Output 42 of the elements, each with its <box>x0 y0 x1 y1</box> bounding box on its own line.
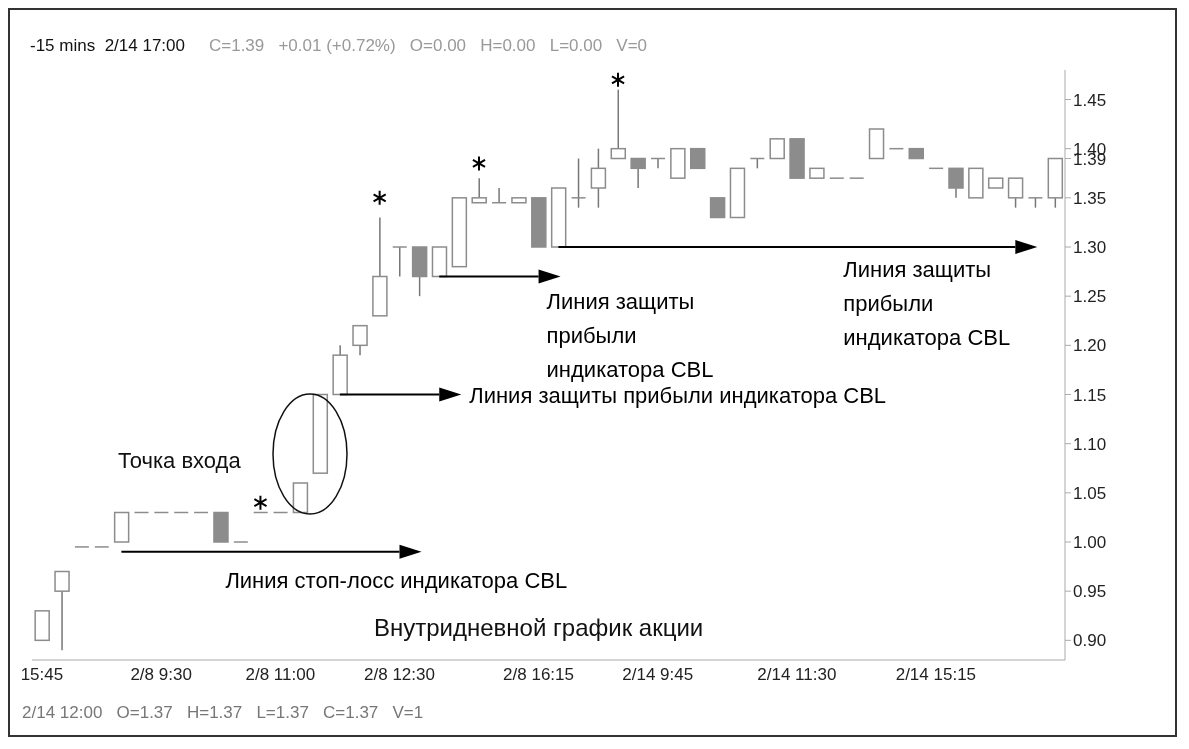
annotation: Внутридневной график акции <box>374 614 704 642</box>
chart-title: -15 mins 2/14 17:00 <box>30 36 185 55</box>
x-tick-label: 2/14 11:30 <box>757 665 837 685</box>
y-tick-label: 1.35 <box>1073 188 1107 208</box>
y-tick-label: 1.30 <box>1073 238 1107 258</box>
candlestick <box>352 324 368 356</box>
y-tick-label: 1.00 <box>1073 533 1107 553</box>
y-tick-label: 0.95 <box>1073 582 1107 602</box>
candlestick <box>689 147 706 170</box>
candlestick <box>570 157 587 209</box>
y-tick-label: 1.20 <box>1073 336 1107 356</box>
candlestick <box>54 570 70 651</box>
x-tick-label: 2/8 16:15 <box>503 665 575 685</box>
series-label: Линия защиты прибыли индикатора CBL <box>546 288 714 382</box>
x-tick-label: 2/14 9:45 <box>622 665 694 685</box>
y-tick-label: 1.10 <box>1073 434 1107 454</box>
candlestick <box>610 88 627 160</box>
x-tick-label: 2/8 12:30 <box>364 665 435 685</box>
x-tick-label: 2/8 9:30 <box>130 665 192 685</box>
candlestick <box>1007 177 1024 209</box>
candlestick <box>491 187 507 204</box>
chart-subtitle: C=1.39 +0.01 (+0.72%) O=0.00 H=0.00 L=0.00 V=0 <box>208 36 648 55</box>
candlestick <box>948 167 964 199</box>
y-tick-label: 0.90 <box>1073 631 1107 651</box>
text: 2/14 12:00 O=1.37 H=1.37 L=1.37 C=1.37 V=1 <box>22 703 424 723</box>
candlestick <box>590 147 607 209</box>
y-tick-label: 1.05 <box>1073 483 1107 503</box>
x-tick-label: 15:45 <box>20 665 64 685</box>
series-label: Линия стоп-лосс индикатора CBL <box>225 567 568 593</box>
candlestick <box>471 177 487 204</box>
y-tick-label: 1.45 <box>1073 90 1107 110</box>
candlestick <box>769 138 785 160</box>
y-tick-label: 1.15 <box>1073 385 1107 405</box>
x-tick-label: 2/14 15:15 <box>895 665 977 685</box>
annotation: Точка входа <box>118 448 241 474</box>
series-label: Линия защиты прибыли индикатора CBL <box>843 257 1011 350</box>
candlestick <box>392 246 408 278</box>
x-tick-label: 2/8 11:00 <box>245 665 316 685</box>
candlestick <box>630 157 646 189</box>
candlestick <box>709 197 726 219</box>
y-tick-label: 1.25 <box>1073 287 1107 307</box>
series-label: Линия защиты прибыли индикатора CBL <box>469 382 887 408</box>
